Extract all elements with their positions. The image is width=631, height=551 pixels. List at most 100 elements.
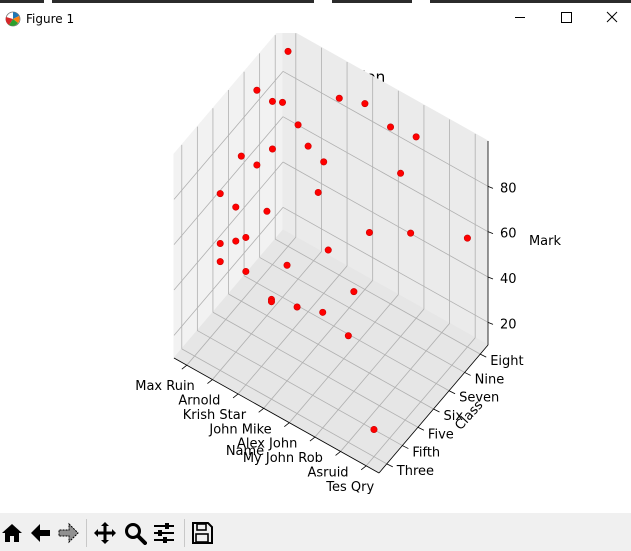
data-point [324, 246, 332, 254]
zoom-icon [125, 523, 147, 545]
y-tick-label: Fifth [412, 446, 440, 461]
data-point [361, 100, 369, 108]
data-point [216, 190, 224, 198]
close-icon [606, 11, 618, 23]
data-point [407, 229, 415, 237]
tick-mark [448, 390, 456, 395]
data-point [412, 133, 420, 141]
data-point [242, 233, 250, 241]
tick-mark [464, 372, 471, 376]
close-button[interactable] [589, 3, 631, 33]
grid-line [282, 116, 489, 233]
home-button[interactable] [0, 521, 24, 545]
data-point [320, 158, 328, 166]
y-tick-label: Nine [475, 372, 505, 387]
data-point [263, 207, 271, 215]
minimize-icon [515, 17, 525, 18]
grid-line [173, 71, 284, 200]
tick-mark [480, 353, 487, 358]
tick-mark [402, 445, 409, 449]
tick-mark [417, 426, 425, 431]
data-point [294, 121, 302, 129]
window-title: Figure 1 [26, 12, 75, 26]
data-point [232, 237, 240, 245]
y-tick-label: Six [444, 409, 464, 424]
minimize-button[interactable] [497, 3, 543, 33]
toolbar-separator [184, 519, 185, 547]
data-point [279, 98, 287, 106]
grid-line [275, 238, 481, 355]
grid-line [173, 116, 284, 245]
grid-line [282, 206, 489, 323]
navigation-toolbar [0, 513, 631, 551]
grid-line [181, 348, 387, 465]
data-point [304, 142, 312, 150]
data-point [335, 94, 343, 102]
tick-mark [181, 364, 188, 370]
toolbar-separator [86, 519, 87, 547]
grid-line [259, 257, 465, 373]
forward-button[interactable] [56, 521, 80, 545]
tick-mark [433, 408, 440, 413]
tick-mark [487, 276, 494, 280]
data-points [216, 47, 471, 433]
z-tick-label: 80 [500, 181, 517, 196]
grid-lines [173, 33, 489, 467]
configure-subplots-icon [154, 523, 174, 543]
tick-mark [335, 451, 341, 456]
data-point [397, 169, 405, 177]
data-point [253, 161, 261, 169]
title-bar[interactable]: Figure 1 [0, 3, 631, 33]
x-axis-label: Name [226, 444, 264, 459]
tick-mark [487, 185, 494, 189]
y-tick-label: Five [428, 427, 454, 442]
tick-marks [181, 185, 494, 471]
home-icon [2, 524, 22, 542]
z-axis-label: Mark [529, 234, 562, 249]
configure-subplots-button[interactable] [152, 521, 176, 545]
back-button[interactable] [29, 521, 53, 545]
data-point [350, 288, 358, 296]
save-icon [192, 522, 213, 544]
z-tick-label: 40 [500, 272, 517, 287]
grid-line [197, 330, 403, 446]
x-tick-label: Max Ruin [135, 379, 195, 394]
zoom-button[interactable] [123, 521, 147, 545]
x-tick-label: Asruid [307, 465, 348, 480]
data-point [283, 261, 291, 269]
pan-icon [94, 522, 116, 544]
data-point [284, 47, 292, 55]
z-tick-label: 20 [500, 317, 517, 332]
maximize-icon [561, 12, 572, 23]
x-tick-label: Alex John [237, 437, 297, 452]
z-tick-label: 60 [500, 227, 517, 242]
grid-line [173, 207, 284, 336]
grid-line [282, 70, 489, 187]
y-tick-label: Three [396, 464, 434, 479]
data-point [216, 239, 224, 247]
data-point [293, 303, 301, 311]
data-point [232, 203, 240, 211]
tick-mark [309, 436, 316, 442]
x-tick-label: Arnold [178, 394, 220, 409]
data-point [344, 332, 352, 340]
tick-mark [487, 231, 494, 235]
x-tick-label: Tes Qry [325, 480, 374, 495]
maximize-button[interactable] [543, 3, 589, 33]
y-tick-label: Eight [490, 354, 523, 369]
data-point [463, 234, 471, 242]
data-point [268, 145, 276, 153]
pan-button[interactable] [93, 521, 117, 545]
data-point [237, 152, 245, 160]
x-axis-line [173, 357, 380, 474]
tick-mark [207, 379, 213, 384]
data-point [319, 308, 327, 316]
tick-mark [258, 408, 264, 413]
y-tick-label: Seven [459, 391, 499, 406]
forward-arrow-icon [58, 522, 79, 544]
window-top-border [0, 0, 631, 3]
save-button[interactable] [190, 521, 214, 545]
